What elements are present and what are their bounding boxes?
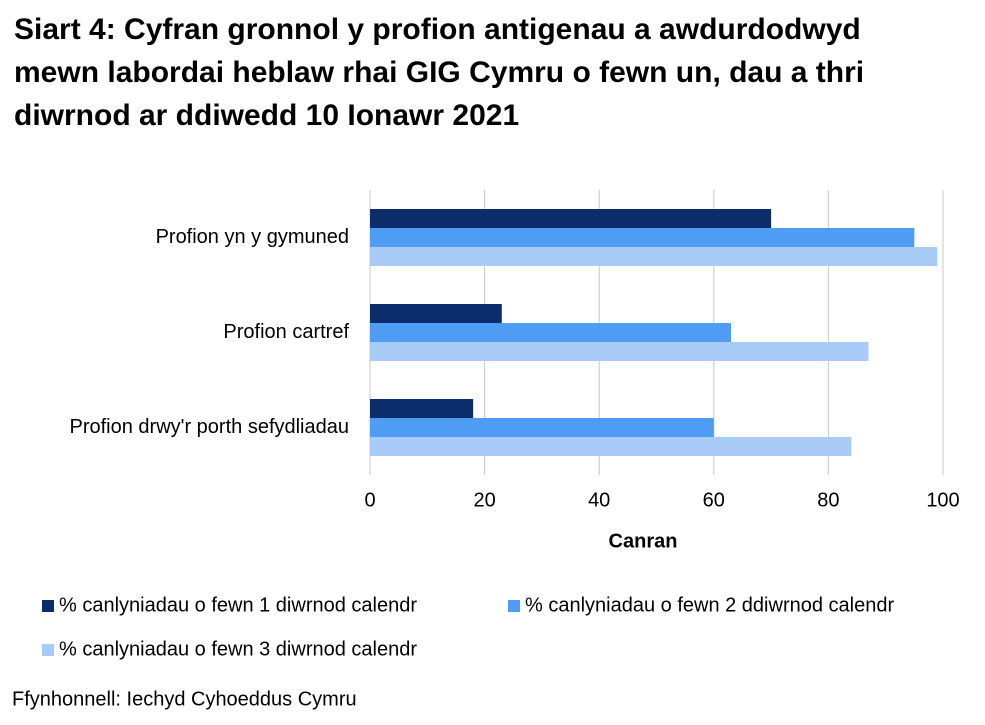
bar	[370, 209, 772, 228]
bar	[370, 418, 714, 437]
legend-label: % canlyniadau o fewn 1 diwrnod calendr	[59, 594, 417, 616]
x-tick-label: 80	[817, 489, 839, 511]
bar	[370, 323, 731, 342]
source: Ffynhonnell: Iechyd Cyhoeddus Cymru	[12, 688, 357, 710]
chart-title: Siart 4: Cyfran gronnol y profion antige…	[14, 13, 865, 132]
x-tick-label: 100	[926, 489, 959, 511]
bar	[370, 437, 852, 456]
legend-label: % canlyniadau o fewn 2 ddiwrnod calendr	[525, 594, 894, 616]
bar	[370, 399, 474, 418]
legend-swatch	[42, 600, 54, 612]
legend-swatch	[508, 600, 520, 612]
bar	[370, 228, 915, 247]
bar	[370, 304, 502, 323]
bar	[370, 247, 938, 266]
x-tick-label: 20	[473, 489, 495, 511]
x-tick-label: 60	[703, 489, 725, 511]
x-tick-label: 40	[588, 489, 610, 511]
x-axis-title: Canran	[609, 530, 678, 552]
x-tick-label: 0	[364, 489, 375, 511]
bar	[370, 342, 869, 361]
y-tick-label: Profion cartref	[223, 321, 349, 343]
legend-swatch	[42, 644, 54, 656]
legend-label: % canlyniadau o fewn 3 diwrnod calendr	[59, 638, 417, 660]
y-tick-label: Profion yn y gymuned	[156, 226, 349, 248]
y-tick-label: Profion drwy'r porth sefydliadau	[69, 416, 349, 438]
